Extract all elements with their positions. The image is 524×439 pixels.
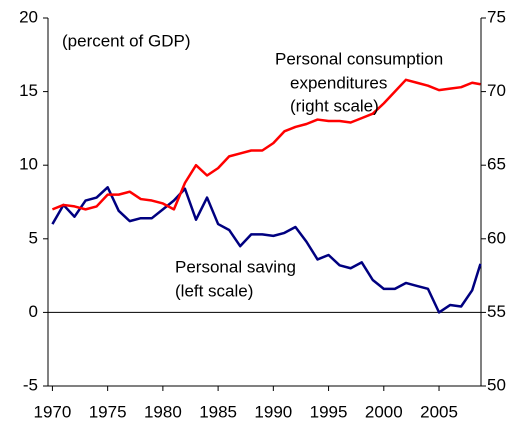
x-tick-label: 1975 <box>89 402 127 421</box>
x-tick-label: 1980 <box>144 402 182 421</box>
annotation: (percent of GDP) <box>62 31 191 50</box>
annotation: Personal saving <box>175 257 296 276</box>
x-tick-label: 1995 <box>310 402 348 421</box>
y2-tick-label: 70 <box>487 81 506 100</box>
y2-tick-label: 75 <box>487 7 506 26</box>
x-tick-label: 2000 <box>365 402 403 421</box>
x-tick-label: 1985 <box>199 402 237 421</box>
y2-tick-label: 60 <box>487 228 506 247</box>
y2-tick-label: 65 <box>487 155 506 174</box>
x-tick-label: 2005 <box>420 402 458 421</box>
annotation: (right scale) <box>290 96 379 115</box>
series-line <box>51 186 482 314</box>
y-tick-label: 15 <box>19 81 38 100</box>
x-tick-label: 1970 <box>34 402 72 421</box>
y-tick-label: 20 <box>19 7 38 26</box>
x-tick-label: 1990 <box>254 402 292 421</box>
y-tick-label: -5 <box>23 375 38 394</box>
y2-tick-label: 50 <box>487 375 506 394</box>
y2-tick-label: 55 <box>487 302 506 321</box>
y-tick-label: 5 <box>29 228 38 247</box>
annotation: Personal consumption <box>275 49 443 68</box>
series-line <box>51 78 481 211</box>
annotation: (left scale) <box>175 281 253 300</box>
y-tick-label: 0 <box>29 302 38 321</box>
y-tick-label: 10 <box>19 155 38 174</box>
annotation: expenditures <box>290 73 387 92</box>
